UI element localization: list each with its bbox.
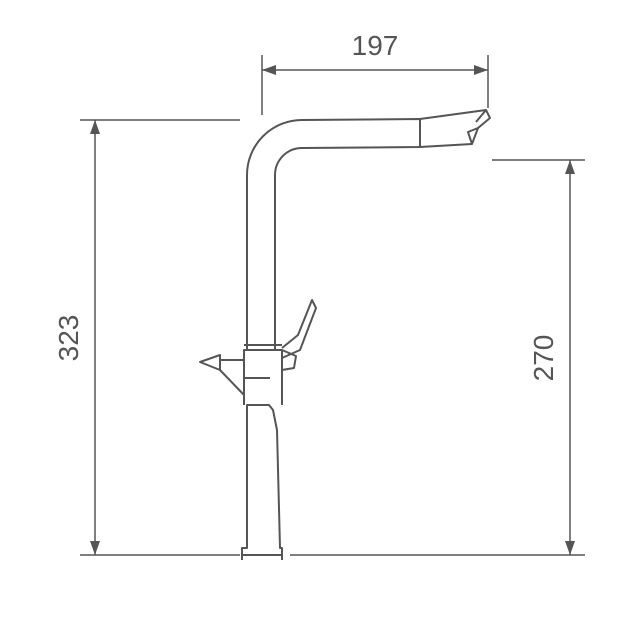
dim-label-total-height: 323	[53, 315, 84, 362]
faucet-diagram: 197 323 270	[0, 0, 635, 640]
dimension-spout-height: 270	[290, 160, 585, 555]
dimension-total-height: 323	[53, 120, 240, 555]
dimension-spout-reach: 197	[262, 30, 488, 115]
dim-label-spout-height: 270	[528, 335, 559, 382]
faucet-body	[200, 110, 490, 560]
dim-label-reach: 197	[352, 30, 399, 61]
